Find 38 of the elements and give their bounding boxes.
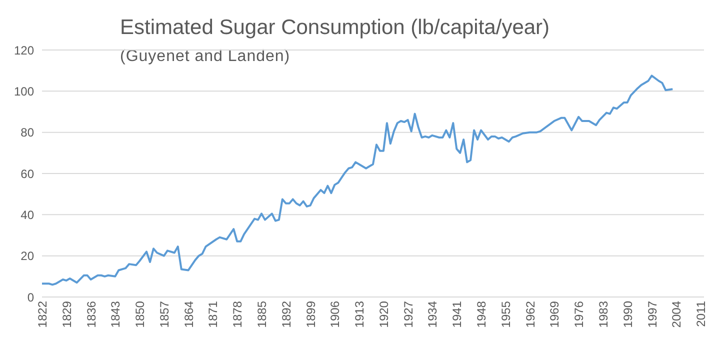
x-tick-label: 1920 [376,300,391,328]
x-tick-label: 1850 [133,300,148,328]
x-tick-label: 1899 [304,300,318,328]
chart-title: Estimated Sugar Consumption (lb/capita/year) [120,16,550,40]
x-tick-label: 1871 [206,300,220,328]
y-tick-label: 120 [14,43,34,58]
x-tick-label: 1927 [401,300,416,328]
x-tick-label: 1822 [36,300,50,328]
x-tick-label: 1941 [450,300,464,328]
x-tick-label: 1990 [620,300,635,328]
x-tick-label: 2011 [694,300,708,327]
x-tick-label: 1836 [84,300,98,328]
line-series [42,74,674,286]
x-tick-label: 1976 [572,300,586,328]
x-tick-label: 2004 [670,300,684,328]
x-tick-label: 1955 [498,300,513,328]
x-tick-label: 1983 [596,300,610,328]
y-tick-label: 0 [27,290,34,304]
y-tick-label: 20 [20,249,34,264]
x-tick-label: 1997 [645,300,660,328]
x-tick-label: 1857 [157,300,172,328]
x-tick-label: 1948 [474,300,489,328]
y-tick-label: 40 [20,208,34,222]
x-tick-label: 1962 [523,300,538,328]
x-tick-label: 1969 [548,300,562,328]
x-tick-label: 1864 [182,300,196,328]
x-tick-label: 1885 [255,300,270,328]
y-tick-label: 80 [20,126,34,140]
x-tick-label: 1892 [279,300,294,328]
x-tick-label: 1878 [230,300,245,328]
y-tick-label: 100 [14,84,34,98]
x-tick-label: 1906 [328,300,342,328]
x-tick-label: 1913 [352,300,367,328]
x-tick-label: 1829 [60,300,74,328]
chart-subtitle: (Guyenet and Landen) [120,48,290,66]
x-tick-label: 1934 [426,300,440,328]
y-tick-label: 60 [20,166,34,181]
x-tick-label: 1843 [108,300,123,328]
